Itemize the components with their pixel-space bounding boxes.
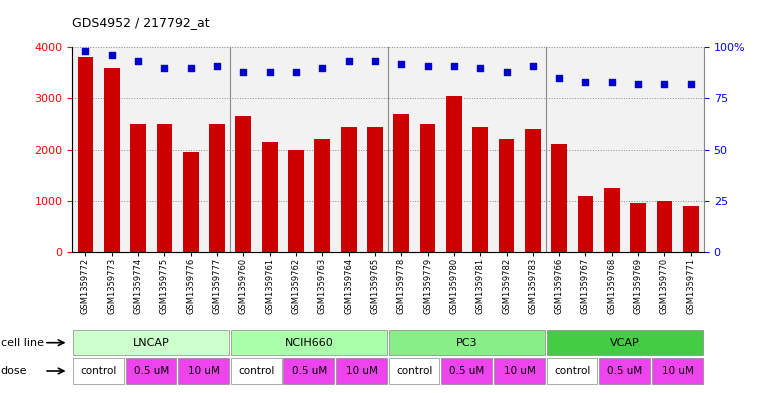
Bar	[209, 124, 225, 252]
Bar	[389, 330, 545, 355]
Bar	[599, 358, 650, 384]
Bar	[494, 358, 545, 384]
Bar	[126, 358, 177, 384]
Text: GDS4952 / 217792_at: GDS4952 / 217792_at	[72, 17, 210, 29]
Point	[527, 62, 539, 69]
Point	[685, 81, 697, 87]
Point	[395, 61, 407, 67]
Point	[79, 48, 91, 54]
Bar	[235, 116, 251, 252]
Text: 0.5 uM: 0.5 uM	[134, 366, 169, 376]
Text: 10 uM: 10 uM	[345, 366, 377, 376]
Bar	[551, 144, 567, 252]
Bar	[231, 330, 387, 355]
Text: 10 uM: 10 uM	[661, 366, 693, 376]
Text: dose: dose	[1, 366, 27, 376]
Bar	[441, 358, 492, 384]
Bar	[525, 129, 541, 252]
Bar	[473, 127, 488, 252]
Point	[158, 64, 170, 71]
Text: cell line: cell line	[1, 338, 44, 348]
Bar	[78, 57, 94, 252]
Text: 10 uM: 10 uM	[188, 366, 220, 376]
Bar	[546, 330, 702, 355]
Point	[501, 69, 513, 75]
Bar	[367, 127, 383, 252]
Bar	[630, 203, 646, 252]
Point	[579, 79, 591, 85]
Text: control: control	[238, 366, 275, 376]
Point	[237, 69, 250, 75]
Bar	[498, 139, 514, 252]
Bar	[420, 124, 435, 252]
Bar	[546, 358, 597, 384]
Bar	[178, 358, 229, 384]
Text: control: control	[396, 366, 432, 376]
Point	[317, 64, 329, 71]
Text: 10 uM: 10 uM	[504, 366, 536, 376]
Bar	[73, 358, 124, 384]
Point	[474, 64, 486, 71]
Text: control: control	[81, 366, 116, 376]
Bar	[262, 142, 278, 252]
Bar	[336, 358, 387, 384]
Text: 0.5 uM: 0.5 uM	[450, 366, 485, 376]
Point	[106, 52, 118, 59]
Bar	[657, 201, 673, 252]
Point	[132, 58, 144, 64]
Bar	[231, 358, 282, 384]
Text: LNCAP: LNCAP	[133, 338, 170, 348]
Point	[263, 69, 275, 75]
Point	[211, 62, 223, 69]
Point	[342, 58, 355, 64]
Text: NCIH660: NCIH660	[285, 338, 333, 348]
Text: 0.5 uM: 0.5 uM	[607, 366, 642, 376]
Bar	[446, 96, 462, 252]
Point	[658, 81, 670, 87]
Point	[553, 75, 565, 81]
Point	[290, 69, 302, 75]
Bar	[341, 127, 356, 252]
Text: control: control	[554, 366, 591, 376]
Bar	[130, 124, 146, 252]
Point	[632, 81, 645, 87]
Point	[185, 64, 197, 71]
Bar	[183, 152, 199, 252]
Bar	[604, 188, 619, 252]
Point	[369, 58, 381, 64]
Point	[606, 79, 618, 85]
Bar	[157, 124, 172, 252]
Bar	[578, 196, 594, 252]
Bar	[389, 358, 440, 384]
Text: 0.5 uM: 0.5 uM	[291, 366, 326, 376]
Bar	[683, 206, 699, 252]
Point	[447, 62, 460, 69]
Bar	[314, 139, 330, 252]
Bar	[73, 330, 229, 355]
Text: PC3: PC3	[457, 338, 478, 348]
Point	[422, 62, 434, 69]
Text: VCAP: VCAP	[610, 338, 640, 348]
Bar	[283, 358, 334, 384]
Bar	[288, 149, 304, 252]
Bar	[652, 358, 702, 384]
Bar	[103, 68, 119, 252]
Bar	[393, 114, 409, 252]
